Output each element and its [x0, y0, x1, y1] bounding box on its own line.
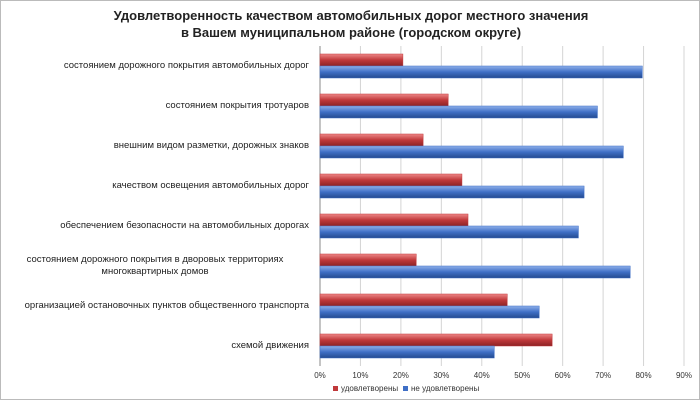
bar [319, 133, 424, 147]
bar [319, 53, 404, 67]
y-tick-label: качеством освещения автомобильных дорог [1, 180, 309, 192]
category-text: внешним видом разметки, дорожных знаков [113, 140, 309, 151]
category-text: состоянием покрытия тротуаров [165, 100, 309, 111]
bar [319, 293, 508, 307]
bar [319, 145, 624, 159]
bar [319, 253, 417, 267]
x-tick-label: 40% [474, 371, 490, 380]
category-text: организацией остановочных пунктов общест… [24, 300, 309, 311]
bar [319, 173, 463, 187]
category-text: качеством освещения автомобильных дорог [112, 180, 309, 191]
y-tick-label: схемой движения [1, 340, 309, 352]
bar [319, 305, 540, 319]
bar [319, 105, 598, 119]
y-tick-label: обеспечением безопасности на автомобильн… [1, 220, 309, 232]
x-tick-label: 90% [676, 371, 692, 380]
bar [319, 65, 643, 79]
category-text: схемой движения [231, 340, 309, 351]
category-text: состоянием дорожного покрытия автомобиль… [63, 60, 309, 71]
category-text: состоянием дорожного покрытия в дворовых… [26, 254, 284, 277]
y-tick-label: организацией остановочных пунктов общест… [1, 300, 309, 312]
bar [319, 213, 469, 227]
category-text: обеспечением безопасности на автомобильн… [60, 220, 309, 231]
y-tick-label: состоянием дорожного покрытия в дворовых… [1, 254, 309, 278]
x-tick-label: 0% [314, 371, 326, 380]
bar [319, 333, 553, 347]
y-tick-label: состоянием дорожного покрытия автомобиль… [1, 60, 309, 72]
x-tick-label: 60% [555, 371, 571, 380]
x-tick-label: 50% [514, 371, 530, 380]
legend-swatch [333, 386, 338, 391]
legend-label: удовлетворены [341, 384, 398, 393]
chart-title: Удовлетворенность качеством автомобильны… [113, 8, 589, 40]
bar [319, 93, 449, 107]
bar [319, 225, 579, 239]
legend-swatch [403, 386, 408, 391]
bar [319, 345, 495, 359]
y-tick-label: состоянием покрытия тротуаров [1, 100, 309, 112]
x-tick-label: 20% [393, 371, 409, 380]
legend-label: не удовлетворены [411, 384, 479, 393]
x-tick-label: 70% [595, 371, 611, 380]
x-tick-label: 10% [352, 371, 368, 380]
x-tick-label: 30% [433, 371, 449, 380]
bar [319, 265, 631, 279]
y-tick-label: внешним видом разметки, дорожных знаков [1, 140, 309, 152]
bar [319, 185, 585, 199]
x-tick-label: 80% [636, 371, 652, 380]
